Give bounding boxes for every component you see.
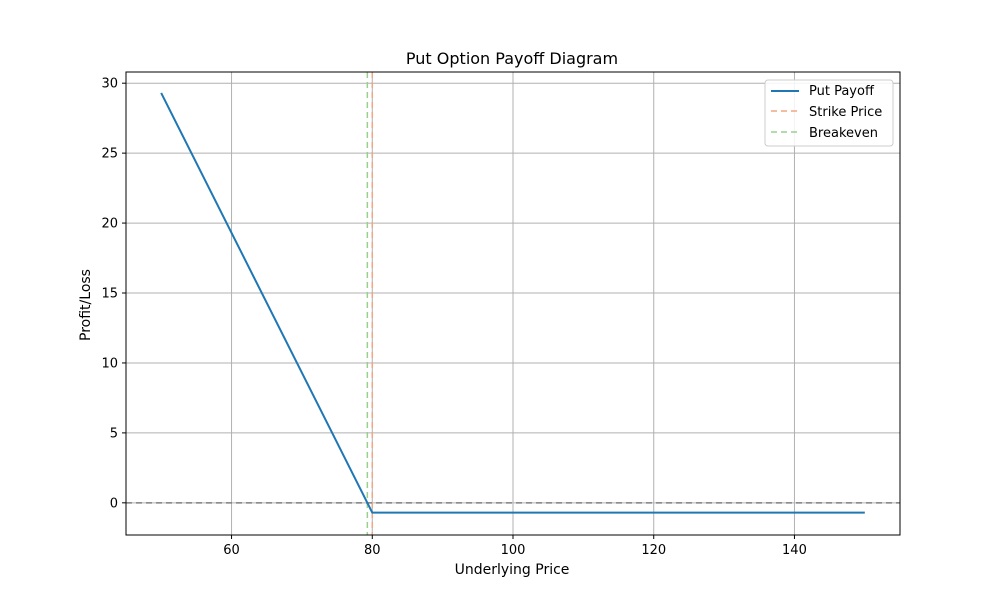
y-tick-label: 5 bbox=[110, 426, 118, 441]
y-tick-label: 10 bbox=[101, 356, 118, 371]
grid bbox=[126, 72, 900, 535]
legend-label-breakeven: Breakeven bbox=[809, 126, 878, 141]
y-tick-label: 0 bbox=[110, 496, 118, 511]
series-layer bbox=[160, 92, 865, 514]
y-tick-label: 30 bbox=[101, 77, 118, 92]
y-tick-label: 25 bbox=[101, 147, 118, 162]
series-line-put-payoff bbox=[160, 92, 865, 514]
y-tick-label: 20 bbox=[101, 217, 118, 232]
x-tick-label: 60 bbox=[223, 543, 240, 558]
x-tick-label: 100 bbox=[501, 543, 526, 558]
x-axis-ticks: 60 80 100 120 140 bbox=[223, 535, 807, 558]
x-tick-label: 120 bbox=[641, 543, 666, 558]
y-axis-label: Profit/Loss bbox=[78, 269, 94, 341]
y-tick-label: 15 bbox=[101, 287, 118, 302]
legend-label-strike-price: Strike Price bbox=[809, 105, 882, 120]
x-axis-label: Underlying Price bbox=[455, 562, 570, 578]
legend-label-put-payoff: Put Payoff bbox=[809, 84, 875, 99]
x-tick-label: 140 bbox=[782, 543, 807, 558]
x-tick-label: 80 bbox=[364, 543, 381, 558]
legend: Put Payoff Strike Price Breakeven bbox=[764, 79, 894, 147]
legend-box bbox=[764, 79, 894, 147]
y-axis-ticks: 0 5 10 15 20 25 30 bbox=[101, 77, 126, 511]
chart-title: Put Option Payoff Diagram bbox=[406, 49, 618, 68]
reference-lines bbox=[126, 72, 900, 535]
